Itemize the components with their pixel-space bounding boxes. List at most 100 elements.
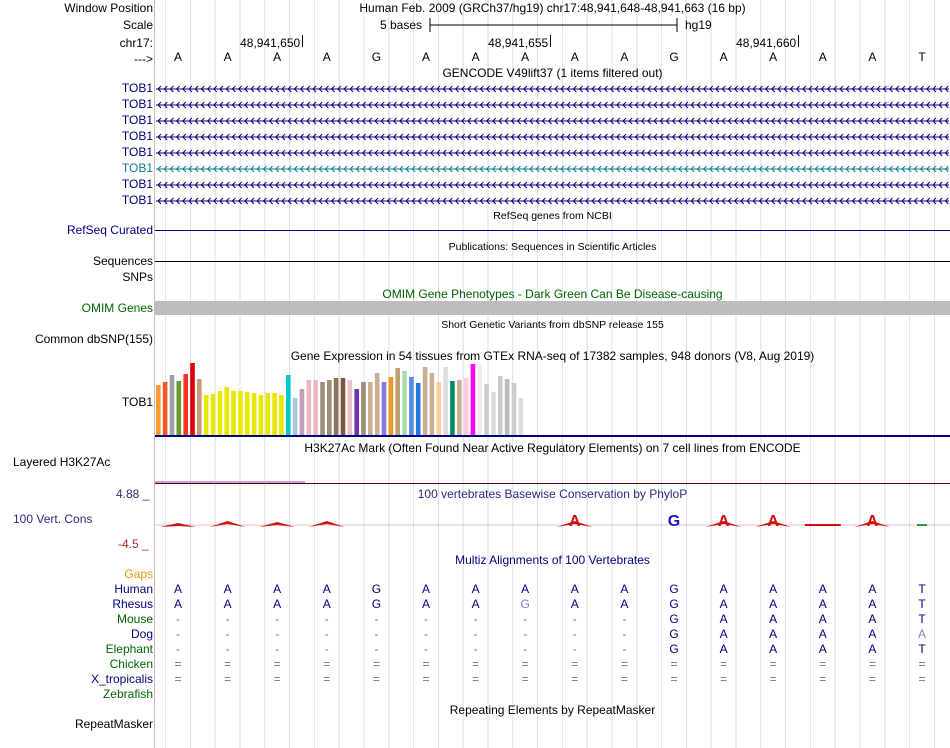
gencode-transcript-line[interactable]	[156, 100, 949, 110]
repeat-label[interactable]: RepeatMasker	[74, 717, 153, 731]
gtex-bar[interactable]	[422, 367, 428, 435]
gtex-bar[interactable]	[210, 394, 216, 435]
gencode-transcript-label[interactable]: TOB1	[121, 81, 153, 95]
species-label[interactable]: Elephant	[105, 642, 153, 656]
gencode-transcript-label[interactable]: TOB1	[121, 177, 153, 191]
dbsnp-label[interactable]: Common dbSNP(155)	[34, 332, 153, 346]
gtex-bar[interactable]	[388, 377, 394, 435]
strand-arrow	[616, 133, 621, 141]
gtex-bar[interactable]	[306, 380, 312, 435]
gtex-bar[interactable]	[504, 379, 510, 435]
gtex-bar[interactable]	[258, 395, 264, 435]
gencode-transcript-line[interactable]	[156, 148, 949, 158]
gencode-transcript-label[interactable]: TOB1	[121, 97, 153, 111]
gtex-bar[interactable]	[354, 389, 359, 435]
gencode-transcript-line[interactable]	[156, 180, 949, 190]
gencode-transcript-label[interactable]: TOB1	[121, 113, 153, 127]
species-label[interactable]: Mouse	[116, 612, 153, 626]
gtex-bar[interactable]	[429, 373, 435, 435]
gtex-bar-chart[interactable]	[155, 362, 950, 440]
gencode-transcript-line[interactable]	[156, 196, 949, 206]
gtex-bar[interactable]	[203, 395, 209, 435]
gtex-bar[interactable]	[169, 375, 175, 435]
gtex-bar[interactable]	[190, 363, 195, 435]
gtex-bar[interactable]	[374, 373, 380, 435]
species-label[interactable]: X_tropicalis	[90, 672, 153, 686]
gtex-bar[interactable]	[244, 392, 250, 435]
gaps-label[interactable]: Gaps	[124, 567, 153, 581]
gtex-bar[interactable]	[299, 389, 305, 435]
species-label[interactable]: Dog	[130, 627, 153, 641]
gtex-bar[interactable]	[224, 387, 229, 435]
omim-label[interactable]: OMIM Genes	[81, 301, 153, 315]
gtex-bar[interactable]	[470, 364, 476, 435]
gtex-bar[interactable]	[340, 378, 346, 435]
gtex-bar[interactable]	[395, 368, 400, 435]
snps-label[interactable]: SNPs	[122, 270, 153, 284]
gtex-bar[interactable]	[333, 378, 339, 435]
gtex-bar[interactable]	[272, 393, 277, 435]
strand-arrow	[591, 197, 596, 205]
strand-arrow	[194, 165, 199, 173]
gtex-bar[interactable]	[292, 398, 298, 435]
gtex-bar[interactable]	[265, 393, 270, 435]
gtex-bar[interactable]	[327, 380, 332, 435]
gtex-bar[interactable]	[443, 367, 448, 435]
gtex-bar[interactable]	[251, 393, 257, 435]
strand-arrow	[535, 133, 540, 141]
gencode-transcript-line[interactable]	[156, 116, 949, 126]
gtex-bar[interactable]	[457, 380, 462, 435]
gencode-transcript-label[interactable]: TOB1	[121, 145, 153, 159]
gtex-bar[interactable]	[238, 391, 243, 435]
cons-label[interactable]: 100 Vert. Cons	[13, 512, 93, 526]
gtex-bar[interactable]	[491, 392, 496, 435]
gtex-bar[interactable]	[320, 382, 325, 435]
gtex-bar[interactable]	[217, 391, 223, 435]
species-label[interactable]: Zebrafish	[102, 687, 153, 701]
strand-arrow	[895, 181, 900, 189]
gtex-bar[interactable]	[361, 382, 366, 435]
gtex-bar[interactable]	[347, 380, 353, 435]
gtex-bar[interactable]	[498, 376, 503, 435]
strand-arrow	[461, 149, 466, 157]
species-label[interactable]: Human	[114, 582, 153, 596]
gtex-bar[interactable]	[162, 382, 168, 435]
gtex-bar[interactable]	[511, 383, 517, 435]
gtex-bar[interactable]	[313, 380, 318, 435]
species-label[interactable]: Rhesus	[112, 597, 153, 611]
gtex-bar[interactable]	[484, 384, 489, 435]
refseq-label[interactable]: RefSeq Curated	[66, 223, 153, 237]
gtex-bar[interactable]	[436, 382, 441, 435]
gtex-bar[interactable]	[450, 381, 455, 435]
strand-arrow	[244, 149, 249, 157]
h3k27ac-label[interactable]: Layered H3K27Ac	[13, 455, 111, 469]
gtex-bar[interactable]	[197, 379, 202, 435]
gtex-bar[interactable]	[409, 377, 414, 435]
gtex-bar[interactable]	[402, 371, 407, 435]
gtex-bar[interactable]	[176, 381, 182, 435]
gtex-bar[interactable]	[156, 385, 161, 435]
gtex-bar[interactable]	[231, 391, 236, 435]
gtex-bar[interactable]	[368, 382, 373, 435]
gtex-bar[interactable]	[477, 364, 483, 435]
gtex-bar[interactable]	[415, 383, 421, 435]
gtex-label[interactable]: TOB1	[121, 395, 153, 409]
gtex-bar[interactable]	[286, 375, 291, 435]
gtex-bar[interactable]	[183, 374, 188, 435]
species-label[interactable]: Chicken	[109, 657, 153, 671]
gtex-bar[interactable]	[279, 395, 284, 435]
omim-bar[interactable]	[155, 301, 950, 315]
gtex-bar[interactable]	[463, 378, 469, 435]
gtex-bar[interactable]	[381, 382, 387, 435]
gencode-transcript-line[interactable]	[156, 132, 949, 142]
gencode-transcript-label[interactable]: TOB1	[121, 193, 153, 207]
strand-arrow	[436, 165, 441, 173]
gtex-bar[interactable]	[518, 398, 524, 435]
gencode-transcript-label[interactable]: TOB1	[121, 129, 153, 143]
gencode-transcript-label[interactable]: TOB1	[121, 161, 153, 175]
gencode-transcript-line[interactable]	[156, 84, 949, 94]
sequences-label[interactable]: Sequences	[92, 254, 153, 268]
gencode-transcript-line[interactable]	[156, 164, 949, 174]
